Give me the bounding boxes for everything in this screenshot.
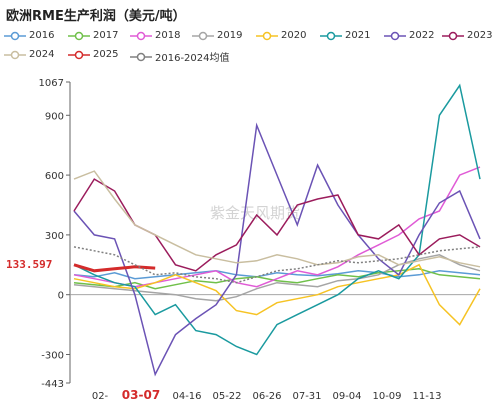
y-tick-label: 900: [45, 111, 64, 122]
legend-label: 2017: [93, 30, 119, 41]
legend-label: 2018: [155, 30, 181, 41]
series-line: [73, 122, 481, 377]
legend-marker-icon: [256, 31, 278, 40]
legend-item-2017[interactable]: 2017: [68, 30, 118, 41]
x-tick-label: 06-26: [252, 391, 281, 402]
watermark-text: 紫金天风期货: [210, 204, 300, 222]
y-tick-label: 300: [45, 231, 64, 242]
legend-marker-icon: [4, 31, 26, 40]
legend-item-2016-2024均值[interactable]: 2016-2024均值: [130, 49, 230, 64]
series-2020: [73, 263, 481, 326]
series-2018: [73, 166, 481, 288]
x-tick-label: 03-07: [122, 388, 160, 402]
legend-marker-icon: [384, 31, 406, 40]
chart-title: 欧洲RME生产利润（美元/吨）: [6, 9, 186, 24]
legend-marker-icon: [320, 31, 342, 40]
series-line: [73, 166, 481, 288]
legend-marker-icon: [4, 50, 26, 59]
legend-label: 2022: [409, 30, 435, 41]
legend-label: 2025: [93, 49, 119, 60]
x-tick-label: 04-16: [172, 391, 201, 402]
y-tick-label: 1067: [39, 78, 64, 89]
series-2024: [73, 170, 481, 268]
legend-item-2023[interactable]: 2023: [442, 30, 492, 41]
x-tick-label: 10-09: [372, 391, 401, 402]
y-tick-label: -443: [41, 379, 64, 390]
series-2019: [73, 254, 481, 302]
series-2022: [73, 122, 481, 377]
legend-label: 2021: [345, 30, 371, 41]
x-tick-label: 11-13: [412, 391, 441, 402]
current-value-label: 133.597: [6, 258, 53, 271]
series-line: [73, 263, 156, 273]
legend-label: 2016: [29, 30, 55, 41]
legend-item-2025[interactable]: 2025: [68, 49, 118, 60]
legend-item-2024[interactable]: 2024: [4, 49, 54, 60]
series-line: [73, 263, 481, 326]
legend-item-2020[interactable]: 2020: [256, 30, 306, 41]
series-2016: [73, 270, 481, 280]
legend-item-2022[interactable]: 2022: [384, 30, 434, 41]
x-tick-label: 09-04: [332, 391, 361, 402]
x-tick-label: 05-22: [212, 391, 241, 402]
legend-marker-icon: [192, 31, 214, 40]
legend-item-2016[interactable]: 2016: [4, 30, 54, 41]
y-tick-label: 600: [45, 171, 64, 182]
series-line: [73, 270, 481, 280]
legend-label: 2020: [281, 30, 307, 41]
legend-marker-icon: [68, 50, 90, 59]
legend-item-2019[interactable]: 2019: [192, 30, 242, 41]
x-tick-label: 07-31: [292, 391, 321, 402]
legend-item-2021[interactable]: 2021: [320, 30, 370, 41]
legend-marker-icon: [130, 52, 152, 61]
legend-marker-icon: [68, 31, 90, 40]
legend-marker-icon: [130, 31, 152, 40]
series-line: [73, 170, 481, 268]
legend-label: 2024: [29, 49, 55, 60]
legend-label: 2019: [217, 30, 243, 41]
legend-item-2018[interactable]: 2018: [130, 30, 180, 41]
legend-marker-icon: [442, 31, 464, 40]
legend-label: 2023: [467, 30, 493, 41]
series-2025: [73, 263, 156, 273]
y-tick-label: 0: [58, 291, 64, 302]
x-tick-label: 02-: [92, 391, 109, 402]
legend-label: 2016-2024均值: [155, 53, 230, 64]
series-line: [73, 254, 481, 302]
y-tick-label: -300: [41, 350, 64, 361]
